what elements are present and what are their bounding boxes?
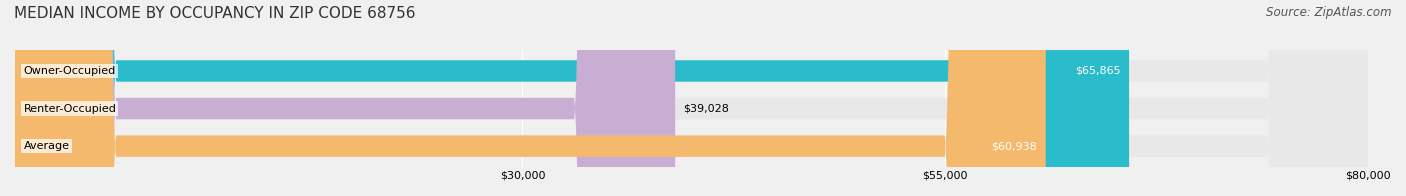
FancyBboxPatch shape [15, 0, 1368, 196]
Text: $39,028: $39,028 [683, 103, 730, 113]
Text: Owner-Occupied: Owner-Occupied [24, 66, 115, 76]
FancyBboxPatch shape [15, 0, 1129, 196]
Text: MEDIAN INCOME BY OCCUPANCY IN ZIP CODE 68756: MEDIAN INCOME BY OCCUPANCY IN ZIP CODE 6… [14, 6, 416, 21]
Text: $60,938: $60,938 [991, 141, 1038, 151]
FancyBboxPatch shape [15, 0, 1046, 196]
Text: Renter-Occupied: Renter-Occupied [24, 103, 117, 113]
Text: Average: Average [24, 141, 69, 151]
FancyBboxPatch shape [15, 0, 1368, 196]
FancyBboxPatch shape [15, 0, 1368, 196]
Text: Source: ZipAtlas.com: Source: ZipAtlas.com [1267, 6, 1392, 19]
Text: $65,865: $65,865 [1076, 66, 1121, 76]
FancyBboxPatch shape [15, 0, 675, 196]
